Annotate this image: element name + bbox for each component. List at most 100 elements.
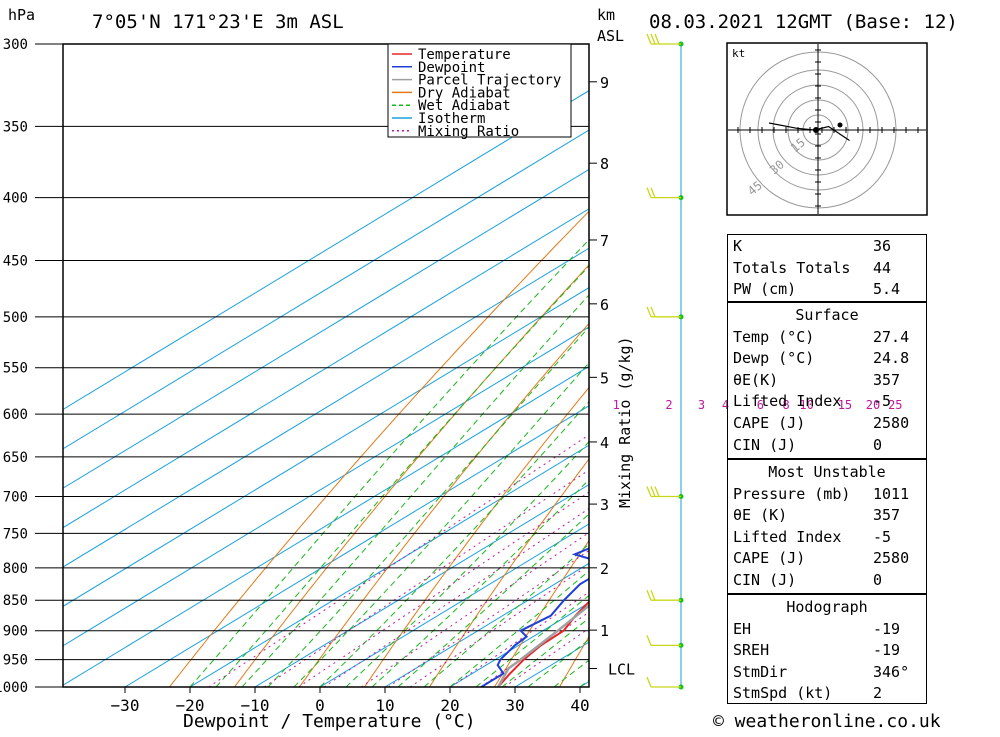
height-tick-label: 7 [600,232,609,250]
wind-barb-flag [647,590,651,600]
km-label: km [597,6,615,24]
pressure-tick-label: 700 [3,490,28,506]
wet-adiabat-line [216,44,805,687]
pressure-tick-label: 600 [3,407,28,423]
wind-profile [647,34,684,690]
pressure-tick-label: 1000 [0,680,28,696]
asl-label: ASL [597,27,624,45]
wind-barb-flag [655,34,659,44]
wind-barb [647,307,681,317]
surface-title: Surface [728,305,926,327]
pressure-tick-label: 450 [3,254,28,270]
mixing-ratio-axis-title: Mixing Ratio (g/kg) [616,336,634,508]
most-unstable-box: Most Unstable Pressure (mb)1011 θE (K)35… [727,459,927,594]
surface-box: Surface Temp (°C)27.4 Dewp (°C)24.8 θE(K… [727,302,927,459]
wind-barb [647,487,681,497]
wind-barb [647,635,681,645]
surface-li-row: Lifted Index-5 [728,391,926,413]
isotherm-line [0,44,796,687]
plot-frame [63,44,589,687]
hodograph-table-title: Hodograph [728,597,926,619]
wind-barb-flag [651,307,655,317]
pressure-tick-label: 800 [3,561,28,577]
mixing-ratio-label: 2 [665,398,672,412]
surface-cape-row: CAPE (J)2580 [728,413,926,435]
pressure-tick-label: 300 [3,37,28,53]
dry-adiabat-line [950,44,1000,687]
mu-li-row: Lifted Index-5 [728,527,926,549]
wind-barb [647,188,681,198]
hodograph-unit-label: kt [732,47,745,60]
location-title: 7°05'N 171°23'E 3m ASL [92,11,344,33]
hodograph-point [813,127,819,133]
mixing-ratio-label: 3 [698,398,705,412]
mixing-ratio-line [264,414,673,687]
hodograph-point [838,123,843,128]
x-tick-label: 30 [505,696,524,715]
wind-barb [647,590,681,600]
height-tick-label: 9 [600,74,609,92]
mu-pressure-row: Pressure (mb)1011 [728,484,926,506]
pressure-unit-label: hPa [8,6,35,24]
wind-barb-flag [655,487,659,497]
wind-barb-flag [647,635,651,645]
x-tick-label: −30 [111,696,140,715]
pw-row: PW (cm)5.4 [728,279,926,301]
surface-cin-row: CIN (J)0 [728,435,926,457]
wind-barb-flag [651,487,655,497]
pressure-tick-label: 850 [3,593,28,609]
wind-barb-flag [647,307,651,317]
surface-dewp-row: Dewp (°C)24.8 [728,348,926,370]
pressure-tick-label: 950 [3,653,28,669]
wind-barb-flag [647,487,651,497]
legend-entry: Mixing Ratio [418,124,519,140]
pressure-tick-label: 500 [3,310,28,326]
mu-cape-row: CAPE (J)2580 [728,548,926,570]
sreh-row: SREH-19 [728,640,926,662]
mu-thetae-row: θE (K)357 [728,505,926,527]
credit-text[interactable]: © weatheronline.co.uk [713,711,941,732]
height-tick-label: 8 [600,155,609,173]
eh-row: EH-19 [728,619,926,641]
mixing-ratio-line [299,414,706,687]
height-tick-label: 1 [600,622,609,640]
wind-barb-flag [647,34,651,44]
pressure-tick-label: 750 [3,526,28,542]
height-tick-label: 4 [600,434,609,452]
dry-adiabat-line [235,44,804,687]
most-unstable-title: Most Unstable [728,462,926,484]
height-tick-label: 3 [600,496,609,514]
wet-adiabat-line [190,44,783,687]
height-tick-label: 6 [600,296,609,314]
wind-barb-flag [647,188,651,198]
pressure-tick-label: 550 [3,361,28,377]
surface-thetae-row: θE(K)357 [728,370,926,392]
height-tick-label: 5 [600,369,609,387]
x-axis-title: Dewpoint / Temperature (°C) [183,711,476,732]
wind-barb-flag [651,34,655,44]
mixing-ratio-line [209,414,621,687]
mixing-ratio-line [361,414,764,687]
dry-adiabat-line [170,44,758,687]
x-tick-label: 40 [570,696,589,715]
wind-barb-flag [647,677,651,687]
pressure-tick-label: 350 [3,119,28,135]
pressure-tick-label: 400 [3,191,28,207]
pressure-tick-label: 650 [3,450,28,466]
height-tick-label: 2 [600,560,609,578]
wind-barb-flag [651,188,655,198]
surface-temp-row: Temp (°C)27.4 [728,327,926,349]
wind-barb [647,34,681,44]
pressure-tick-label: 900 [3,624,28,640]
lcl-label: LCL [608,661,635,679]
wind-barb-flag [651,590,655,600]
datetime-title: 08.03.2021 12GMT (Base: 12) [649,11,958,33]
